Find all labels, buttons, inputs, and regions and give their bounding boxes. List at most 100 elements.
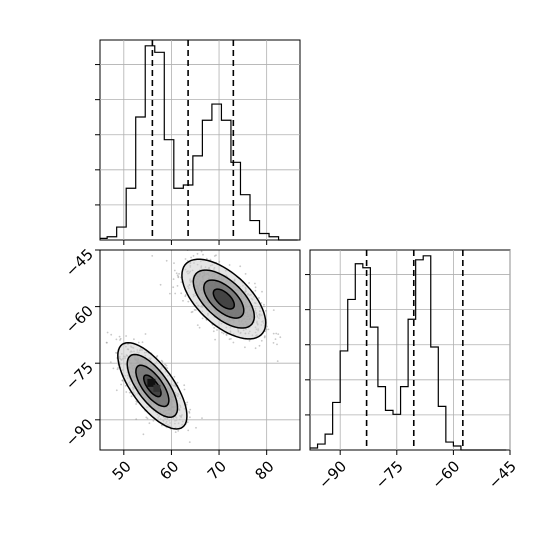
- joint-sample-point: [173, 375, 176, 378]
- joint-sample-point: [254, 282, 256, 285]
- joint-sample-point: [184, 258, 187, 260]
- joint-sample-point: [185, 403, 188, 406]
- joint-sample-point: [189, 416, 191, 419]
- joint-sample-point: [124, 384, 127, 387]
- joint-sample-point: [260, 302, 263, 304]
- joint-sample-point: [165, 364, 168, 367]
- joint-sample-point: [279, 336, 282, 339]
- joint-sample-point: [192, 255, 195, 257]
- joint-sample-point: [176, 274, 179, 277]
- joint-sample-point: [228, 264, 231, 266]
- joint-sample-point: [187, 300, 190, 303]
- joint-sample-point: [106, 331, 109, 334]
- marginal-y-quantile-lines: [365, 250, 464, 450]
- joint-contours: [117, 258, 267, 430]
- joint-sample-point: [232, 341, 235, 344]
- joint-sample-point: [239, 265, 242, 268]
- joint-density-plot: 50 60 70 80 −45 −60 −75 −90: [62, 245, 301, 484]
- joint-sample-point: [182, 299, 184, 302]
- joint-sample-point: [225, 333, 228, 335]
- joint-sample-point: [174, 247, 176, 249]
- joint-sample-point: [177, 276, 180, 279]
- marginal-x-x-ticks: [123, 240, 268, 245]
- joint-sample-point: [194, 309, 197, 311]
- marginal-x-quantile-lines: [151, 40, 235, 240]
- joint-sample-point: [174, 292, 177, 295]
- joint-sample-point: [105, 341, 108, 344]
- joint-sample-point: [195, 246, 197, 248]
- joint-sample-point: [156, 355, 159, 357]
- marginal-y-frame: [309, 249, 511, 451]
- joint-xtick-label: 50: [109, 457, 135, 483]
- marginal-y-y-ticks: [305, 274, 310, 416]
- joint-sample-point: [186, 401, 189, 404]
- marginal-y-histogram: −90 −75 −60 −45: [305, 249, 520, 492]
- joint-sample-point: [188, 412, 191, 414]
- joint-sample-point: [172, 278, 175, 280]
- joint-sample-point: [264, 309, 267, 312]
- joint-sample-point: [135, 403, 138, 405]
- marginal-x-frame: [99, 39, 301, 241]
- joint-sample-point: [272, 309, 275, 311]
- joint-sample-point: [172, 286, 175, 289]
- joint-sample-point: [133, 338, 135, 341]
- joint-sample-point: [276, 360, 279, 362]
- joint-sample-point: [174, 431, 177, 433]
- joint-density-peak: [147, 378, 156, 387]
- joint-sample-point: [151, 255, 154, 257]
- joint-sample-point: [119, 337, 122, 340]
- joint-sample-point: [152, 419, 155, 422]
- joint-sample-point: [191, 310, 194, 313]
- marginal-x-y-ticks: [95, 64, 100, 206]
- joint-sample-point: [141, 341, 144, 344]
- joint-sample-point: [213, 255, 216, 257]
- joint-sample-point: [267, 328, 270, 331]
- joint-sample-point: [200, 250, 203, 253]
- joint-sample-point: [173, 262, 175, 264]
- joint-ytick-label: −60: [62, 302, 97, 337]
- joint-frame: [99, 249, 301, 451]
- joint-sample-point: [205, 257, 208, 260]
- joint-y-ticks: −45 −60 −75 −90: [62, 245, 100, 450]
- joint-sample-point: [115, 338, 118, 341]
- joint-sample-point: [164, 363, 167, 366]
- joint-sample-point: [144, 333, 147, 335]
- marginal-y-grid: [310, 250, 511, 450]
- joint-sample-point: [183, 384, 186, 387]
- marginal-y-xtick-label: −75: [372, 457, 407, 492]
- joint-sample-point: [263, 335, 266, 338]
- joint-sample-point: [254, 347, 257, 350]
- joint-sample-point: [222, 332, 225, 335]
- joint-sample-point: [266, 325, 268, 328]
- joint-sample-point: [212, 330, 215, 333]
- joint-ytick-label: −90: [62, 415, 97, 450]
- joint-sample-point: [175, 272, 178, 275]
- joint-sample-point: [165, 259, 168, 262]
- joint-sample-point: [189, 408, 192, 411]
- joint-sample-point: [178, 272, 181, 275]
- marginal-y-histogram-line: [310, 255, 507, 451]
- joint-sample-point: [263, 303, 265, 306]
- joint-sample-point: [214, 338, 217, 341]
- joint-sample-point: [184, 295, 187, 298]
- joint-sample-point: [130, 395, 133, 398]
- joint-sample-point: [202, 253, 204, 256]
- joint-sample-point: [176, 285, 179, 287]
- joint-sample-point: [180, 281, 183, 283]
- joint-sample-point: [176, 245, 178, 247]
- joint-sample-point: [263, 305, 265, 308]
- joint-xtick-label: 70: [204, 457, 230, 483]
- joint-sample-point: [177, 430, 180, 432]
- joint-sample-point: [274, 338, 277, 340]
- joint-sample-point: [277, 333, 280, 335]
- joint-sample-point: [213, 327, 216, 329]
- joint-sample-point: [258, 344, 261, 347]
- joint-sample-point: [190, 256, 193, 259]
- joint-sample-point: [166, 247, 168, 249]
- joint-sample-point: [193, 309, 196, 311]
- joint-sample-point: [112, 367, 115, 370]
- joint-sample-point: [135, 418, 138, 421]
- joint-sample-point: [248, 282, 251, 284]
- joint-density-peak: [153, 384, 161, 392]
- marginal-y-xtick-label: −90: [315, 457, 350, 492]
